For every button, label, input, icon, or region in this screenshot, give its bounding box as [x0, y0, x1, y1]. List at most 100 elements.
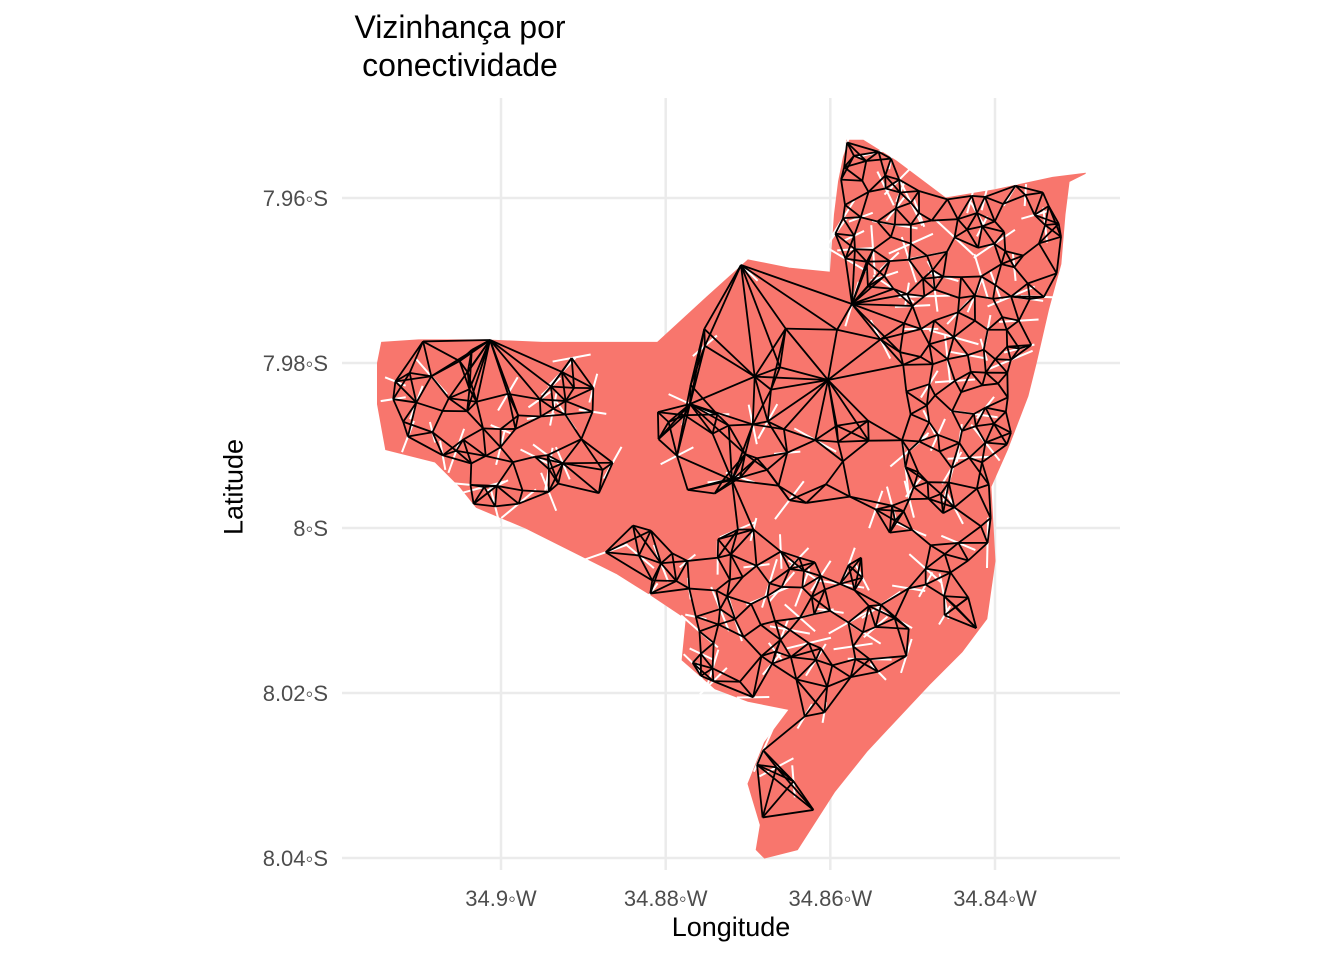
neighbor-edge [954, 371, 972, 382]
neighbor-edge [930, 544, 946, 555]
neighbor-edge [769, 582, 783, 588]
neighbor-edge [500, 414, 519, 430]
neighbor-edge [894, 519, 913, 531]
neighbor-edge [485, 446, 501, 457]
neighbor-edge [1055, 236, 1062, 274]
neighbor-edge [752, 423, 785, 431]
neighbor-edge [719, 608, 736, 620]
neighbor-edge [1038, 242, 1058, 274]
neighbor-edge [711, 642, 715, 669]
neighbor-edge [798, 557, 805, 572]
neighbor-edge [983, 349, 996, 360]
neighbor-edge [951, 456, 970, 469]
neighbor-edge [756, 764, 764, 818]
neighbor-edge [814, 379, 829, 441]
neighbor-edge [903, 363, 933, 366]
neighbor-edge [1004, 397, 1009, 412]
neighbor-edge [1034, 205, 1050, 216]
neighbor-edge [872, 236, 892, 251]
neighbor-edge [580, 438, 604, 471]
neighbor-edge [1006, 346, 1012, 361]
neighbor-edge [976, 196, 986, 214]
neighbor-edge [540, 413, 566, 418]
neighbor-edge [960, 371, 972, 393]
neighbor-edge [908, 486, 915, 500]
neighbor-edge [570, 357, 575, 388]
x-tick-labels: 34.9◦W 34.88◦W 34.86◦W 34.84◦W [465, 886, 1037, 911]
neighbor-edge [774, 620, 791, 631]
neighbor-edge [851, 249, 874, 305]
neighbor-edge [823, 676, 852, 714]
neighbor-edge [970, 371, 984, 386]
neighbor-edge [783, 379, 829, 430]
neighbor-edge [985, 406, 1007, 413]
neighbor-edge [926, 255, 934, 271]
neighbor-edge [934, 288, 960, 299]
neighbor-edge [840, 155, 855, 181]
neighbor-edge [853, 235, 856, 250]
neighbor-edge [940, 493, 955, 508]
neighbor-edge [981, 225, 996, 245]
neighbor-edge [740, 264, 781, 368]
neighbor-edge [928, 344, 934, 365]
neighbor-edge [836, 419, 869, 427]
neighbor-edge [875, 508, 896, 522]
neighbor-edge [1042, 192, 1050, 207]
neighbor-edge [1001, 263, 1015, 269]
neighbor-edge [657, 403, 691, 413]
neighbor-edge [829, 610, 849, 624]
neighbor-edge [632, 525, 662, 564]
neighbor-edge [766, 583, 771, 597]
neighbor-edge [853, 577, 864, 591]
neighbor-edge [993, 411, 1007, 425]
neighbor-edge [632, 524, 652, 532]
neighbor-edge [605, 524, 634, 553]
neighbor-edge [944, 595, 969, 599]
neighbor-edges [392, 141, 1062, 819]
neighbor-edge [890, 158, 901, 181]
neighbor-edge [1010, 344, 1032, 361]
neighbor-edge [698, 631, 702, 654]
neighbor-edge [877, 151, 887, 176]
neighbor-edge [851, 288, 894, 305]
neighbor-edge [688, 588, 697, 617]
neighbor-edge [779, 629, 791, 641]
neighbor-edge [751, 389, 772, 425]
neighbor-edge [781, 586, 803, 589]
neighbor-edge [766, 595, 776, 622]
neighbor-edge [982, 329, 989, 350]
neighbor-edge [977, 242, 995, 249]
neighbor-edge [905, 391, 912, 415]
neighbor-edge [867, 175, 886, 193]
y-tick-label: 7.98◦S [263, 351, 328, 376]
neighbor-edge [854, 248, 868, 263]
neighbor-edge [943, 595, 977, 629]
neighbor-edge [970, 370, 986, 374]
neighbor-edge [441, 397, 450, 412]
neighbor-edge [826, 676, 851, 688]
neighbor-edge [884, 175, 901, 194]
neighbor-edge [847, 621, 864, 634]
neighbor-edge [774, 616, 801, 623]
neighbor-edge [750, 595, 768, 605]
neighbor-edge [462, 439, 473, 464]
neighbor-edge [995, 358, 1011, 361]
neighbor-edge [993, 203, 1004, 222]
neighbor-edge [831, 664, 852, 678]
neighbor-edge [993, 231, 1005, 245]
neighbor-edge [922, 269, 934, 280]
neighbor-edge [908, 243, 912, 260]
neighbor-edge [717, 553, 731, 559]
neighbor-edge [855, 658, 879, 673]
neighbor-edge [774, 620, 782, 641]
neighbor-edge [700, 667, 714, 677]
neighbor-edge [485, 455, 514, 464]
neighbor-edge [740, 264, 838, 331]
neighbor-edge [483, 427, 501, 431]
neighbor-edge [795, 679, 806, 717]
neighbor-edge [1018, 320, 1033, 346]
neighbor-edge [922, 275, 944, 280]
neighbor-edge [880, 328, 922, 341]
neighbor-edge [726, 595, 752, 605]
neighbor-edge [911, 529, 932, 546]
